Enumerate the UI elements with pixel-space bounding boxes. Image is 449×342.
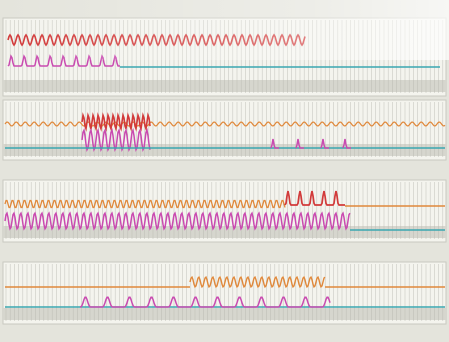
- light-glare: [0, 0, 449, 60]
- red-trace: [284, 190, 345, 206]
- magenta-spike: [270, 138, 279, 149]
- magenta-trace: [4, 211, 351, 231]
- red-trace: [81, 112, 151, 132]
- orange-trace: [4, 121, 446, 127]
- orange-trace: [189, 275, 326, 289]
- magenta-spike: [320, 138, 329, 149]
- orange-trace: [4, 199, 286, 209]
- magenta-trace: [79, 296, 331, 308]
- magenta-spike: [295, 138, 304, 149]
- magenta-spike: [342, 138, 351, 149]
